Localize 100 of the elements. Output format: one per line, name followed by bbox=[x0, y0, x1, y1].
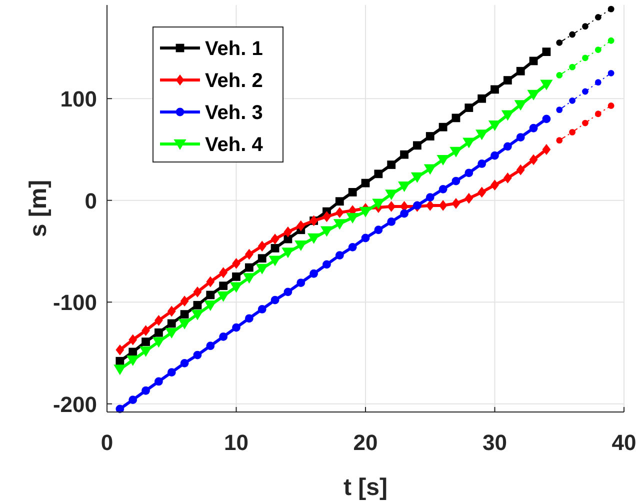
point bbox=[529, 124, 538, 132]
point bbox=[180, 358, 189, 368]
point bbox=[296, 220, 306, 232]
point bbox=[335, 207, 344, 218]
point bbox=[464, 192, 474, 204]
point bbox=[167, 319, 176, 328]
point bbox=[582, 120, 588, 126]
point bbox=[193, 350, 202, 360]
point bbox=[410, 172, 424, 183]
point bbox=[320, 226, 334, 237]
point bbox=[556, 137, 563, 144]
point bbox=[219, 282, 228, 290]
point bbox=[540, 80, 553, 90]
point bbox=[206, 276, 215, 288]
point bbox=[464, 104, 474, 112]
point bbox=[232, 258, 240, 269]
point bbox=[374, 226, 383, 234]
point bbox=[426, 132, 434, 140]
point bbox=[462, 138, 476, 148]
point bbox=[206, 342, 215, 350]
point bbox=[244, 314, 254, 323]
point bbox=[193, 300, 202, 310]
point bbox=[322, 260, 331, 269]
point bbox=[335, 197, 344, 206]
point bbox=[424, 164, 436, 175]
point bbox=[142, 386, 150, 395]
point bbox=[438, 122, 448, 132]
y-tick-label: -200 bbox=[52, 392, 97, 417]
point bbox=[582, 88, 588, 95]
point bbox=[569, 97, 576, 104]
y-tick-label: -100 bbox=[52, 290, 97, 316]
point bbox=[529, 56, 538, 66]
point bbox=[322, 211, 331, 222]
point bbox=[154, 377, 163, 386]
point bbox=[398, 181, 411, 192]
point bbox=[219, 267, 228, 278]
point bbox=[608, 70, 614, 76]
point bbox=[556, 39, 563, 46]
point bbox=[232, 272, 240, 281]
point bbox=[359, 206, 372, 218]
point bbox=[296, 278, 306, 287]
point bbox=[452, 176, 460, 186]
point bbox=[284, 226, 292, 238]
y-axis-title: s [m] bbox=[25, 180, 52, 238]
point bbox=[167, 306, 176, 317]
y-tick-label: 100 bbox=[60, 86, 97, 112]
point bbox=[242, 273, 256, 284]
point bbox=[542, 48, 551, 56]
point bbox=[542, 114, 551, 124]
point bbox=[154, 328, 163, 337]
point bbox=[154, 314, 163, 326]
x-tick-label: 30 bbox=[482, 430, 507, 455]
point bbox=[426, 193, 434, 202]
y-tick-label: 0 bbox=[84, 188, 97, 214]
point bbox=[478, 94, 486, 103]
point bbox=[142, 325, 150, 336]
point bbox=[594, 110, 602, 118]
point bbox=[270, 234, 280, 244]
point bbox=[268, 256, 282, 266]
point bbox=[490, 180, 499, 191]
point bbox=[490, 151, 499, 160]
point bbox=[348, 188, 357, 196]
point bbox=[333, 219, 346, 230]
point bbox=[232, 323, 240, 332]
point bbox=[569, 31, 576, 38]
point bbox=[400, 150, 408, 159]
point bbox=[244, 248, 254, 260]
point bbox=[413, 141, 422, 150]
point bbox=[361, 234, 370, 242]
point bbox=[335, 251, 344, 260]
point bbox=[128, 396, 138, 404]
point bbox=[244, 263, 254, 272]
point bbox=[258, 305, 266, 314]
point bbox=[464, 168, 474, 178]
point bbox=[582, 23, 588, 30]
point bbox=[282, 248, 294, 258]
legend-label: Veh. 1 bbox=[205, 38, 263, 60]
point bbox=[556, 106, 563, 113]
x-tick-label: 40 bbox=[612, 430, 636, 455]
point bbox=[478, 186, 486, 198]
point bbox=[426, 200, 434, 211]
point bbox=[608, 6, 614, 12]
x-tick-label: 10 bbox=[224, 430, 248, 455]
point bbox=[230, 282, 243, 293]
point bbox=[438, 184, 448, 194]
point bbox=[284, 288, 292, 296]
point bbox=[514, 100, 527, 111]
point bbox=[608, 102, 614, 109]
point bbox=[258, 240, 266, 252]
point bbox=[270, 296, 280, 304]
point bbox=[258, 254, 266, 263]
point bbox=[594, 14, 602, 20]
point bbox=[438, 200, 448, 211]
point bbox=[374, 170, 383, 178]
point bbox=[116, 344, 124, 356]
point bbox=[594, 79, 602, 86]
point bbox=[516, 66, 525, 76]
legend-label: Veh. 2 bbox=[205, 70, 263, 92]
x-tick-label: 0 bbox=[100, 430, 114, 455]
point bbox=[116, 356, 124, 366]
